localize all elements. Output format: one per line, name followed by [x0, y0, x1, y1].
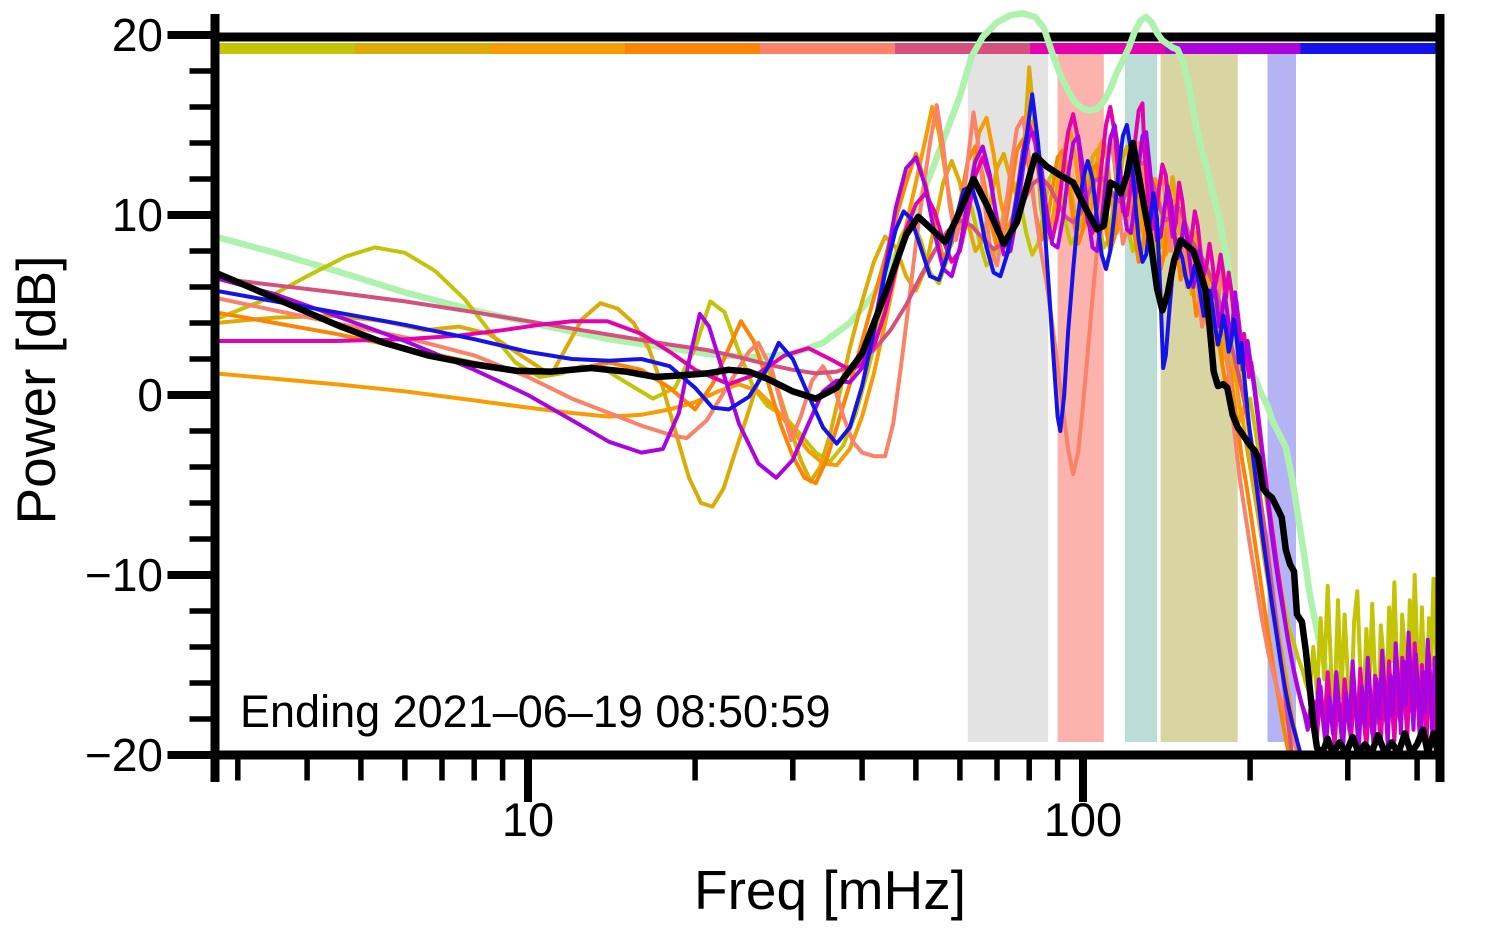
y-tick-label-0: 0	[137, 369, 163, 421]
segment-5-swatch	[759, 43, 896, 54]
x-axis-label: Freq [mHz]	[694, 859, 966, 921]
segment-4-swatch	[624, 43, 761, 54]
y-tick-label--10: −10	[84, 549, 163, 601]
time-segment-bar	[219, 43, 1437, 54]
segment-6-swatch	[895, 43, 1031, 54]
x-tick-label-100: 100	[1043, 793, 1123, 846]
series-seg8-purple	[219, 123, 1436, 751]
y-tick-label-20: 20	[111, 9, 163, 61]
band-lavender	[1267, 54, 1296, 742]
segment-2-swatch	[354, 43, 491, 54]
series-mean	[219, 139, 1436, 751]
y-tick-label-10: 10	[111, 189, 163, 241]
spectra-series	[219, 10, 1436, 751]
segment-8-swatch	[1165, 43, 1301, 54]
segment-9-swatch	[1300, 43, 1437, 54]
series-reference-smooth	[219, 10, 1346, 751]
band-olive	[1160, 54, 1238, 742]
segment-7-swatch	[1030, 43, 1166, 54]
axes	[210, 14, 1445, 782]
series-seg9-blue	[219, 92, 1302, 751]
y-tick-label--20: −20	[84, 729, 163, 781]
ticks	[167, 31, 1420, 802]
segment-1-swatch	[219, 43, 356, 54]
x-tick-label-10: 10	[501, 793, 555, 846]
segment-3-swatch	[489, 43, 626, 54]
ending-timestamp: Ending 2021–06–19 08:50:59	[240, 686, 831, 737]
